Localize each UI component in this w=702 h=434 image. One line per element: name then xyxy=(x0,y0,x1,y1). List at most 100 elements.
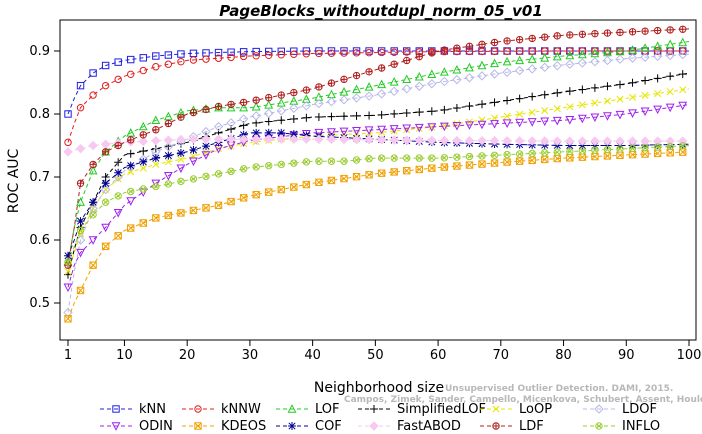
data-point-simplifiedlof xyxy=(478,100,486,109)
data-point-fastabod xyxy=(314,134,324,144)
data-point-odin xyxy=(665,103,675,113)
data-point-kdeos xyxy=(403,167,411,175)
data-point-inflo xyxy=(302,158,311,166)
data-point-ldf xyxy=(465,42,474,50)
data-point-odin xyxy=(189,157,198,167)
data-point-ldf xyxy=(541,33,549,41)
y-axis-label: ROC AUC xyxy=(6,148,22,213)
data-point-knnw xyxy=(277,51,285,59)
axes: 1 10 20 30 40 50 60 70 80 90 100 0.5 0.6 0.7 0.8 0.9 xyxy=(29,44,701,363)
data-point-fastabod xyxy=(489,136,500,146)
data-point-simplifiedlof xyxy=(289,115,298,124)
data-point-ldof xyxy=(276,106,286,116)
data-point-fastabod xyxy=(577,136,588,146)
data-point-fastabod xyxy=(176,134,186,145)
legend-label-lof: LOF xyxy=(315,402,340,417)
data-point-ldof xyxy=(678,49,688,60)
data-point-inflo xyxy=(528,149,536,157)
data-point-simplifiedlof xyxy=(641,76,650,85)
data-point-lof xyxy=(163,111,173,121)
data-point-simplifiedlof xyxy=(440,105,449,114)
series-ldf xyxy=(64,25,690,269)
data-point-ldf xyxy=(252,96,260,104)
data-point-fastabod xyxy=(402,135,412,145)
data-point-inflo xyxy=(202,172,210,180)
data-point-kdeos xyxy=(315,178,323,187)
data-point-kdeos xyxy=(152,214,160,222)
data-point-inflo xyxy=(239,165,248,173)
data-point-odin xyxy=(389,125,399,134)
x-tick-label: 10 xyxy=(116,348,133,363)
data-point-knnw xyxy=(265,51,273,59)
data-point-knn xyxy=(227,48,235,56)
data-point-inflo xyxy=(290,159,298,167)
data-point-ldf xyxy=(403,56,411,65)
data-point-ldof xyxy=(163,142,174,152)
data-point-ldf xyxy=(365,68,373,76)
data-point-fastabod xyxy=(264,134,274,144)
y-tick-label: 0.7 xyxy=(29,170,50,185)
legend-marker-loop xyxy=(492,405,500,413)
data-point-lof xyxy=(465,62,474,72)
data-point-ldof xyxy=(540,62,550,73)
data-point-odin xyxy=(640,107,650,117)
data-point-ldof xyxy=(439,76,450,87)
legend-marker-knn xyxy=(112,405,120,413)
data-point-lof xyxy=(439,67,449,76)
data-point-inflo xyxy=(127,187,135,196)
data-point-knn xyxy=(152,52,160,60)
legend-marker-knnw xyxy=(194,405,202,413)
data-point-odin xyxy=(314,128,324,138)
x-tick-label: 90 xyxy=(618,348,635,363)
data-point-ldof xyxy=(100,184,111,195)
data-point-kdeos xyxy=(503,158,511,166)
data-point-fastabod xyxy=(100,139,111,149)
data-point-odin xyxy=(615,110,625,120)
data-point-kdeos xyxy=(64,315,72,323)
data-point-kdeos xyxy=(603,152,612,160)
data-point-kdeos xyxy=(227,197,235,206)
data-point-odin xyxy=(552,116,562,126)
data-point-odin xyxy=(515,118,525,128)
data-point-ldf xyxy=(653,26,662,35)
data-point-kdeos xyxy=(114,232,122,240)
data-point-ldof xyxy=(452,74,462,85)
data-point-inflo xyxy=(214,170,223,178)
data-point-ldf xyxy=(302,86,311,94)
data-point-simplifiedlof xyxy=(314,112,323,121)
legend-item-ldf: LDF xyxy=(480,419,544,434)
data-point-ldof xyxy=(314,98,324,109)
series-lof xyxy=(63,37,690,266)
legend-label-ldof: LDOF xyxy=(622,402,657,417)
data-point-simplifiedlof xyxy=(465,102,474,111)
y-tick-label: 0.9 xyxy=(29,44,50,59)
data-point-lof xyxy=(427,69,437,79)
data-point-ldof xyxy=(514,65,525,76)
data-point-ldf xyxy=(76,179,85,187)
data-point-ldf xyxy=(114,141,122,150)
data-point-simplifiedlof xyxy=(590,83,599,92)
data-point-knnw xyxy=(202,55,210,63)
data-point-loop xyxy=(603,97,612,105)
data-point-odin xyxy=(490,120,499,129)
data-point-knnw xyxy=(553,47,561,55)
data-point-inflo xyxy=(265,162,273,170)
data-point-fastabod xyxy=(527,136,537,146)
data-point-inflo xyxy=(114,192,122,200)
data-point-ldf xyxy=(553,32,561,40)
data-point-kdeos xyxy=(340,174,348,183)
data-point-ldf xyxy=(641,27,649,35)
data-point-ldof xyxy=(477,71,487,81)
data-point-loop xyxy=(528,108,536,116)
data-point-lof xyxy=(678,37,688,47)
data-point-fastabod xyxy=(389,135,399,145)
data-point-lof xyxy=(251,101,261,111)
data-point-loop xyxy=(654,89,662,98)
data-point-loop xyxy=(591,99,599,107)
y-tick-label: 0.5 xyxy=(29,296,50,311)
data-point-inflo xyxy=(566,147,574,156)
data-point-fastabod xyxy=(364,135,374,145)
data-point-knnw xyxy=(327,49,336,57)
x-axis-label: Neighborhood size xyxy=(314,380,444,396)
